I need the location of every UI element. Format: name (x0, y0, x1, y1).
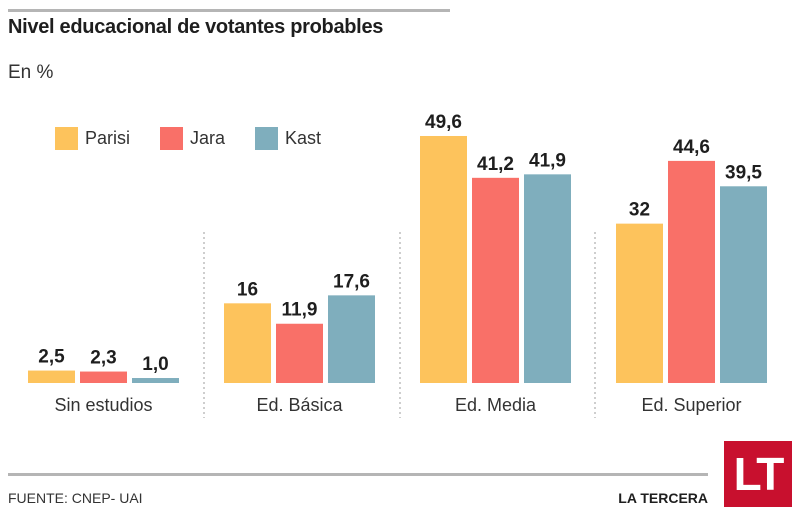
category-label-ed-superior: Ed. Superior (641, 395, 741, 415)
bar-chart: 2,5 2,3 1,0 Sin estudios 16 11,9 17,6 Ed. Básic… (28, 112, 767, 418)
bar-jara-sin-estudios (80, 371, 127, 383)
legend-label: Parisi (85, 128, 131, 148)
data-label-jara-ed-superior: 44,6 (673, 137, 710, 158)
data-label-kast-ed-basica: 17,6 (333, 271, 370, 292)
brand-logo: LT (724, 441, 792, 507)
bar-kast-sin-estudios (132, 378, 179, 383)
source-note: FUENTE: CNEP- UAI (8, 490, 143, 506)
bar-parisi-ed-superior (616, 223, 663, 383)
bar-kast-ed-superior (720, 186, 767, 383)
data-label-parisi-sin-estudios: 2,5 (38, 347, 65, 368)
bar-kast-ed-basica (328, 295, 375, 383)
chart-subtitle: En % (8, 62, 54, 83)
bar-parisi-sin-estudios (28, 370, 75, 383)
legend: Parisi Jara Kast (55, 127, 351, 150)
data-label-jara-ed-basica: 11,9 (282, 300, 318, 321)
legend-item-jara: Jara (160, 127, 225, 150)
data-label-kast-ed-media: 41,9 (529, 150, 566, 171)
bottom-rule (8, 473, 708, 476)
top-rule (8, 9, 450, 12)
legend-item-kast: Kast (255, 127, 321, 150)
data-label-parisi-ed-basica: 16 (237, 279, 258, 300)
bar-jara-ed-media (472, 177, 519, 383)
category-label-ed-basica: Ed. Básica (256, 395, 343, 415)
bar-parisi-ed-basica (224, 303, 271, 383)
category-label-sin-estudios: Sin estudios (54, 395, 152, 415)
data-label-parisi-ed-superior: 32 (629, 200, 650, 221)
legend-label: Jara (190, 128, 226, 148)
legend-swatch (160, 127, 184, 150)
data-label-jara-ed-media: 41,2 (477, 154, 514, 175)
legend-label: Kast (285, 128, 322, 148)
bar-kast-ed-media (524, 174, 571, 383)
bar-parisi-ed-media (420, 135, 467, 383)
data-label-kast-sin-estudios: 1,0 (142, 354, 168, 375)
data-label-jara-sin-estudios: 2,3 (90, 348, 116, 369)
bar-jara-ed-superior (668, 160, 715, 383)
chart-title: Nivel educacional de votantes probables (8, 16, 384, 38)
brand-name: LA TERCERA (618, 490, 708, 506)
bar-jara-ed-basica (276, 323, 323, 383)
legend-swatch (255, 127, 279, 150)
legend-swatch (55, 127, 78, 150)
data-label-parisi-ed-media: 49,6 (425, 112, 462, 133)
category-label-ed-media: Ed. Media (455, 395, 537, 415)
legend-item-parisi: Parisi (55, 127, 130, 150)
logo-text: LT (733, 448, 785, 500)
data-label-kast-ed-superior: 39,5 (725, 162, 762, 183)
